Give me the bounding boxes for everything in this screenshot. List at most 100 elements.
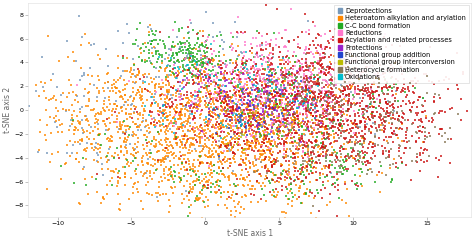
Reductions <box>302 47 310 51</box>
Deprotections <box>220 40 228 43</box>
Acylation and related processes <box>388 75 396 79</box>
Acylation and related processes <box>301 95 309 99</box>
Reductions <box>309 73 316 76</box>
Acylation and related processes <box>339 114 346 118</box>
Acylation and related processes <box>248 127 256 131</box>
Reductions <box>262 98 270 102</box>
Acylation and related processes <box>318 98 325 102</box>
Heteroatom alkylation and arylation <box>227 161 234 165</box>
Acylation and related processes <box>285 159 293 162</box>
Acylation and related processes <box>244 153 252 157</box>
Acylation and related processes <box>133 110 140 114</box>
Heteroatom alkylation and arylation <box>94 142 102 146</box>
Heteroatom alkylation and arylation <box>218 100 226 104</box>
Reductions <box>237 65 245 69</box>
Oxidations <box>237 124 245 127</box>
Acylation and related processes <box>430 82 438 86</box>
Acylation and related processes <box>296 66 303 69</box>
Acylation and related processes <box>360 86 367 90</box>
Heterocycle formation <box>389 162 397 166</box>
Reductions <box>283 45 290 49</box>
C-C bond formation <box>168 54 175 58</box>
Acylation and related processes <box>136 77 144 81</box>
Acylation and related processes <box>421 147 429 151</box>
Heteroatom alkylation and arylation <box>202 105 210 109</box>
Acylation and related processes <box>386 104 394 107</box>
C-C bond formation <box>177 41 184 45</box>
Heterocycle formation <box>280 76 287 80</box>
Acylation and related processes <box>327 62 334 66</box>
Functional group addition <box>237 99 245 102</box>
C-C bond formation <box>206 61 214 65</box>
Protections <box>279 88 286 92</box>
Heteroatom alkylation and arylation <box>206 92 213 96</box>
Acylation and related processes <box>352 122 360 126</box>
Acylation and related processes <box>290 179 298 183</box>
Heteroatom alkylation and arylation <box>248 98 255 102</box>
Heteroatom alkylation and arylation <box>106 179 114 183</box>
Acylation and related processes <box>459 72 467 76</box>
Acylation and related processes <box>334 126 342 130</box>
Acylation and related processes <box>355 87 362 91</box>
Heteroatom alkylation and arylation <box>219 107 227 110</box>
Heteroatom alkylation and arylation <box>122 111 129 114</box>
Deprotections <box>225 147 232 151</box>
Reductions <box>315 59 322 63</box>
Acylation and related processes <box>335 118 342 122</box>
Reductions <box>220 89 228 93</box>
Heteroatom alkylation and arylation <box>295 119 302 122</box>
Reductions <box>331 83 338 87</box>
C-C bond formation <box>126 125 134 129</box>
C-C bond formation <box>194 36 202 40</box>
Heterocycle formation <box>376 128 384 132</box>
Heteroatom alkylation and arylation <box>217 145 224 149</box>
Heteroatom alkylation and arylation <box>117 176 124 180</box>
C-C bond formation <box>255 90 262 94</box>
Heteroatom alkylation and arylation <box>163 193 170 196</box>
Y-axis label: t-SNE axis 2: t-SNE axis 2 <box>3 87 12 133</box>
Heteroatom alkylation and arylation <box>268 129 275 133</box>
Acylation and related processes <box>304 68 312 72</box>
Acylation and related processes <box>216 134 224 138</box>
Oxidations <box>202 115 210 119</box>
Acylation and related processes <box>362 125 369 129</box>
Reductions <box>298 62 305 66</box>
Acylation and related processes <box>405 90 413 94</box>
Acylation and related processes <box>283 72 291 76</box>
Reductions <box>215 91 222 95</box>
Reductions <box>311 117 319 121</box>
Heteroatom alkylation and arylation <box>126 112 133 115</box>
Acylation and related processes <box>245 94 253 98</box>
Heteroatom alkylation and arylation <box>322 117 330 121</box>
Heteroatom alkylation and arylation <box>138 89 146 93</box>
Oxidations <box>223 124 230 128</box>
Acylation and related processes <box>303 78 310 81</box>
Acylation and related processes <box>318 188 325 192</box>
C-C bond formation <box>278 172 285 176</box>
Reductions <box>322 95 330 99</box>
C-C bond formation <box>185 51 192 55</box>
Heteroatom alkylation and arylation <box>290 115 297 119</box>
Heteroatom alkylation and arylation <box>192 197 200 201</box>
Acylation and related processes <box>352 55 359 59</box>
Acylation and related processes <box>311 194 319 198</box>
Heteroatom alkylation and arylation <box>288 124 295 128</box>
Heteroatom alkylation and arylation <box>210 58 218 62</box>
Reductions <box>318 91 325 95</box>
Acylation and related processes <box>337 94 344 98</box>
Reductions <box>287 83 294 87</box>
Acylation and related processes <box>382 135 390 139</box>
Protections <box>281 83 288 87</box>
Deprotections <box>277 85 284 89</box>
Reductions <box>210 78 218 82</box>
Acylation and related processes <box>421 99 429 103</box>
Heteroatom alkylation and arylation <box>175 111 182 114</box>
Reductions <box>302 59 310 63</box>
Reductions <box>328 79 336 83</box>
Reductions <box>333 61 341 65</box>
Oxidations <box>310 77 318 81</box>
Heteroatom alkylation and arylation <box>253 143 260 147</box>
Reductions <box>276 50 283 54</box>
Heteroatom alkylation and arylation <box>134 88 142 92</box>
Heteroatom alkylation and arylation <box>121 145 128 149</box>
